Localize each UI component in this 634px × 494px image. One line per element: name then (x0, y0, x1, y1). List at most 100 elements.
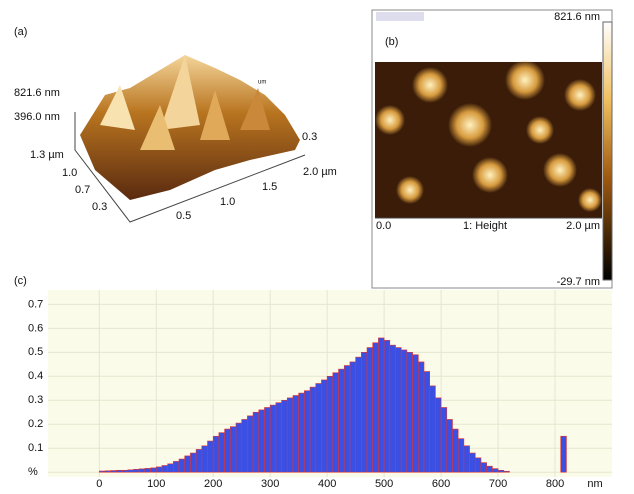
unit-mark: um (258, 80, 266, 86)
side-label: 0.3 (302, 131, 317, 143)
channel-label: 1: Height (463, 220, 507, 232)
x-axis-label: nm (587, 478, 602, 490)
bar (247, 415, 254, 473)
bar (264, 407, 271, 473)
peak (160, 55, 200, 130)
bar (121, 469, 129, 473)
x-tick-label: 200 (204, 478, 222, 490)
y-label: 1.3 µm (30, 149, 64, 161)
x-end: 2.0 µm (566, 220, 600, 232)
y-tick-label: 0.4 (28, 370, 43, 382)
bar (178, 458, 186, 473)
bar (127, 469, 134, 473)
bar (184, 455, 191, 473)
x-tick-label: 300 (261, 478, 279, 490)
bar (252, 411, 260, 473)
bar (389, 344, 396, 473)
scale-max: 821.6 nm (554, 11, 600, 23)
bar (207, 440, 214, 473)
y-tick-label: 0.2 (28, 418, 43, 430)
toolbar (376, 12, 424, 21)
panel-b: 821.6 nm -29.7 nm (b) 0.0 1: Height 2.0 … (371, 9, 613, 289)
bar (440, 407, 448, 473)
bar (366, 347, 374, 473)
panel-label: (a) (14, 26, 27, 38)
bar (138, 468, 146, 473)
bar (412, 354, 419, 473)
colorbar (602, 21, 613, 281)
bar (452, 428, 459, 473)
bar (457, 438, 465, 473)
bar (423, 371, 430, 473)
z-label: 396.0 nm (14, 111, 60, 123)
bar (230, 426, 237, 473)
bar (503, 470, 510, 473)
bar (298, 392, 305, 473)
bar (474, 457, 482, 473)
y-label: 0.3 (92, 201, 107, 213)
bar (161, 465, 168, 473)
peak (140, 105, 175, 150)
bar (98, 470, 106, 473)
bar (338, 368, 345, 473)
bar (355, 356, 362, 473)
bar (155, 466, 163, 473)
y-tick-label: % (28, 466, 38, 478)
bar (201, 445, 208, 473)
bar (292, 395, 299, 473)
panel-a: (a) 821.6 nm 396.0 nm 1.3 µm 1.0 0.7 0.3… (14, 26, 337, 223)
bar (463, 445, 470, 473)
x-tick-label: 800 (546, 478, 564, 490)
x-tick-label: 0 (96, 478, 102, 490)
bar (315, 383, 322, 473)
bar (321, 379, 328, 473)
bar (218, 432, 225, 473)
bar (418, 361, 425, 473)
bar (560, 435, 567, 473)
bar (224, 428, 231, 473)
y-label: 1.0 (62, 167, 77, 179)
bar (281, 399, 288, 473)
bar (378, 337, 385, 473)
bar (309, 386, 317, 473)
bar (116, 469, 123, 473)
bar (332, 372, 339, 473)
bar (480, 462, 487, 473)
bar (144, 468, 151, 473)
bar (497, 469, 505, 473)
bar (361, 352, 368, 473)
bar (104, 470, 111, 473)
x-label: 1.0 (220, 196, 235, 208)
y-tick-label: 0.3 (28, 394, 43, 406)
bar (190, 452, 197, 473)
x-tick-label: 500 (375, 478, 393, 490)
bar (429, 385, 436, 473)
bar (372, 342, 379, 473)
bar (258, 409, 265, 473)
x-tick-label: 700 (489, 478, 507, 490)
bar (326, 376, 334, 473)
peak (100, 85, 135, 130)
bar (195, 449, 203, 473)
y-tick-label: 0.7 (28, 298, 43, 310)
x-tick-label: 600 (432, 478, 450, 490)
z-label: 821.6 nm (14, 87, 60, 99)
bar (435, 397, 442, 473)
bar (446, 419, 453, 473)
bar (406, 352, 413, 473)
panel-label: (c) (14, 275, 27, 287)
peak (240, 88, 270, 130)
panel-label: (b) (385, 36, 398, 48)
x-label: 0.5 (176, 210, 191, 222)
bar (241, 419, 248, 473)
y-label: 0.7 (75, 184, 90, 196)
bar (383, 340, 391, 473)
bar (469, 452, 476, 473)
x-start: 0.0 (376, 220, 391, 232)
bar (395, 347, 402, 473)
bar (400, 349, 408, 473)
bar (349, 361, 356, 473)
bar (486, 465, 493, 473)
bar (275, 402, 282, 473)
